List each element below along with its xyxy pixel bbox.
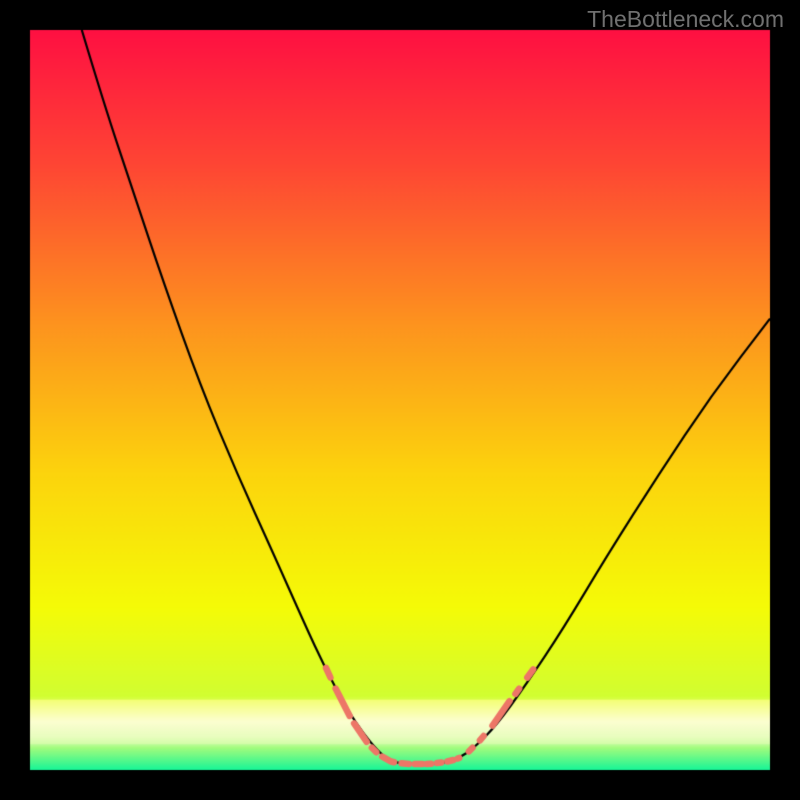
chart-root: TheBottleneck.com bbox=[0, 0, 800, 800]
bottleneck-curve-chart bbox=[0, 0, 800, 800]
watermark-text: TheBottleneck.com bbox=[587, 6, 784, 33]
